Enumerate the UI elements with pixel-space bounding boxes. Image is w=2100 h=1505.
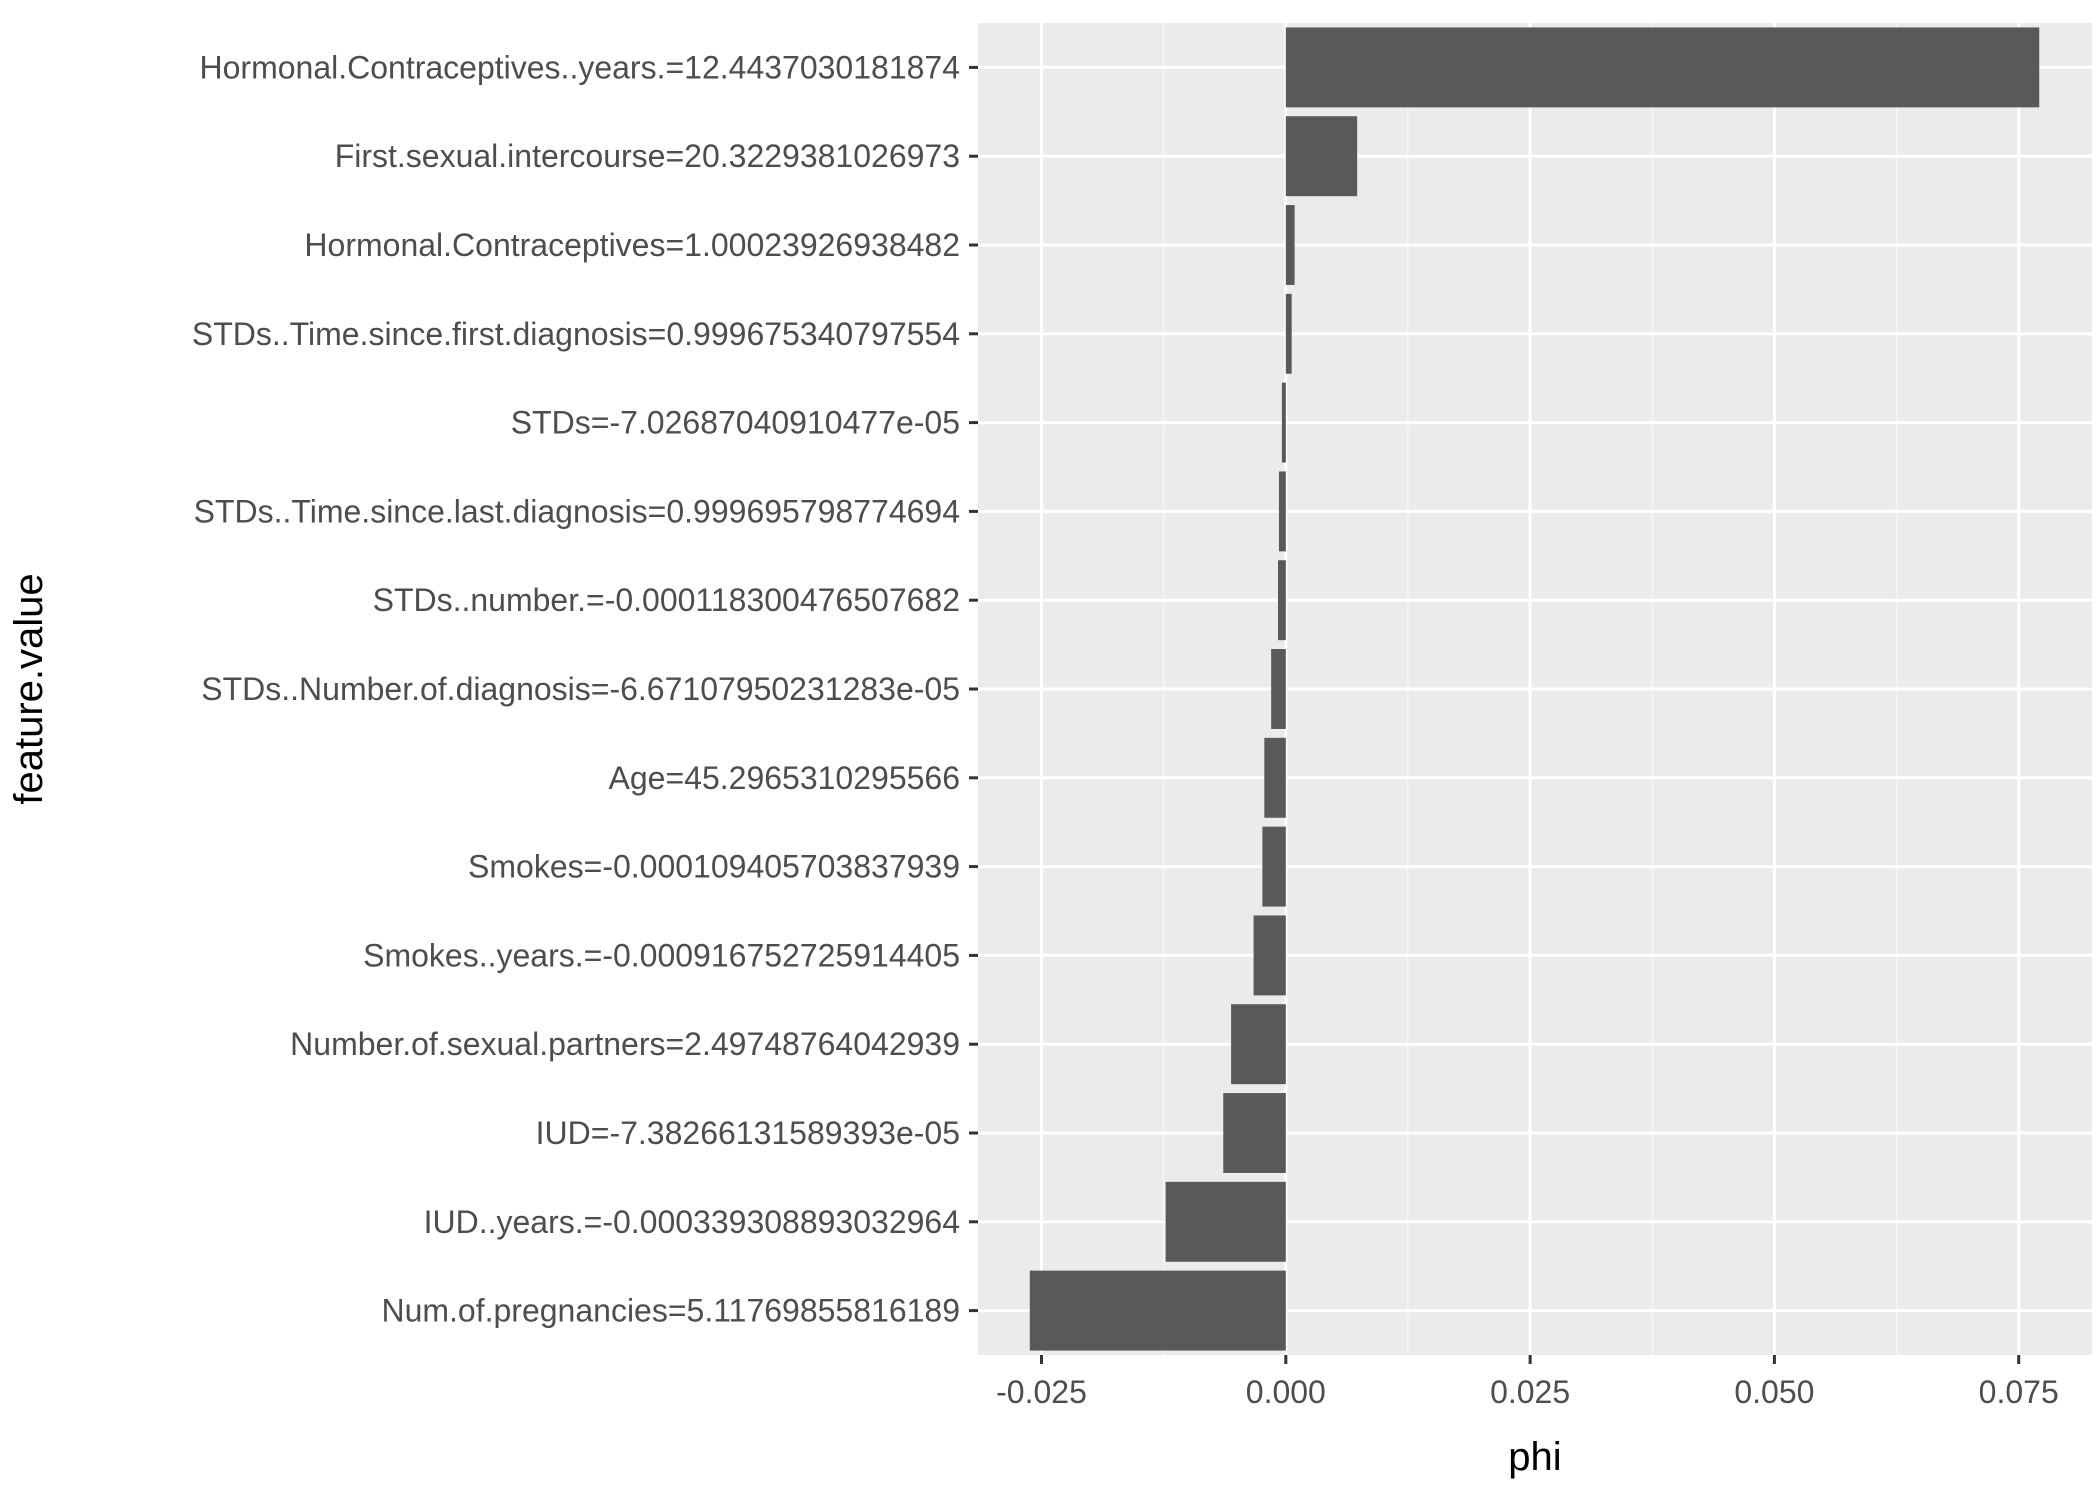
- bar: [1285, 116, 1358, 197]
- x-tick-label: 0.075: [1979, 1374, 2059, 1410]
- x-tick-label: 0.050: [1734, 1374, 1814, 1410]
- category-label: First.sexual.intercourse=20.322938102697…: [335, 138, 960, 174]
- category-label: Smokes..years.=-0.000916752725914405: [363, 937, 960, 973]
- category-label: Hormonal.Contraceptives..years.=12.44370…: [200, 49, 961, 85]
- bar: [1281, 382, 1286, 463]
- category-label: Num.of.pregnancies=5.11769855816189: [381, 1293, 960, 1329]
- category-label: Age=45.2965310295566: [609, 760, 960, 796]
- category-label: IUD=-7.38266131589393e-05: [536, 1115, 960, 1151]
- category-label: Smokes=-0.000109405703837939: [468, 849, 960, 885]
- x-tick-label: 0.025: [1490, 1374, 1570, 1410]
- bar: [1029, 1270, 1286, 1351]
- category-label: STDs..Time.since.last.diagnosis=0.999695…: [194, 493, 960, 529]
- bar: [1253, 915, 1286, 996]
- y-axis-title: feature.value: [7, 573, 51, 804]
- bar: [1285, 293, 1292, 374]
- category-label: STDs=-7.02687040910477e-05: [511, 405, 960, 441]
- bars: [1029, 27, 2040, 1351]
- bar: [1165, 1181, 1286, 1262]
- category-label: IUD..years.=-0.000339308893032964: [424, 1204, 960, 1240]
- bar: [1271, 649, 1286, 729]
- y-axis: Hormonal.Contraceptives..years.=12.44370…: [192, 49, 978, 1329]
- bar: [1262, 826, 1286, 907]
- bar: [1285, 205, 1295, 285]
- bar: [1264, 737, 1286, 818]
- bar: [1285, 27, 2040, 108]
- bar: [1277, 560, 1286, 641]
- category-label: STDs..Time.since.first.diagnosis=0.99967…: [192, 316, 960, 352]
- category-label: Hormonal.Contraceptives=1.00023926938482: [304, 227, 960, 263]
- bar: [1278, 471, 1286, 552]
- x-tick-label: 0.000: [1246, 1374, 1326, 1410]
- category-label: STDs..number.=-0.000118300476507682: [373, 582, 960, 618]
- x-axis-title: phi: [1508, 1435, 1561, 1479]
- x-axis: -0.025 0.000 0.025 0.050 0.075: [996, 1355, 2059, 1410]
- bar: [1231, 1004, 1286, 1085]
- bar: [1223, 1093, 1286, 1173]
- category-label: Number.of.sexual.partners=2.497487640429…: [290, 1026, 960, 1062]
- category-label: STDs..Number.of.diagnosis=-6.67107950231…: [201, 671, 960, 707]
- x-tick-label: -0.025: [996, 1374, 1087, 1410]
